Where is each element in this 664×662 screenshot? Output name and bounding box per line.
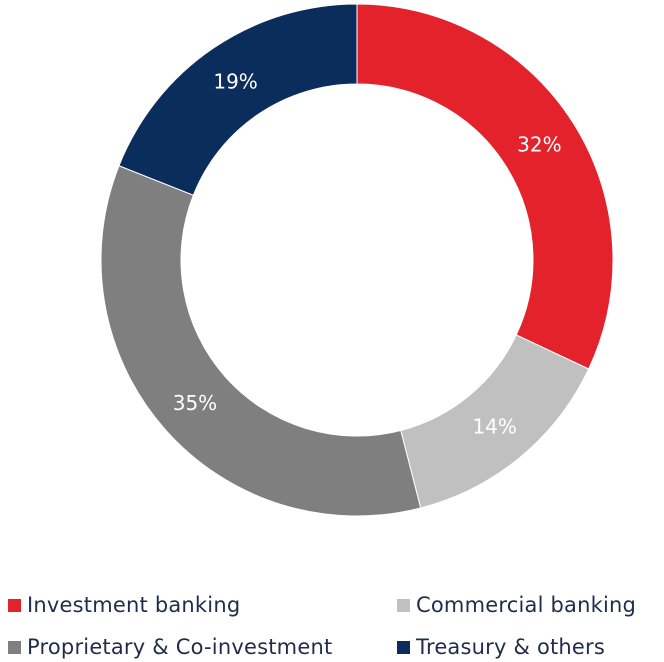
slice-label-commercial-banking: 14% — [472, 414, 516, 438]
donut-slice-treasury-others — [118, 3, 358, 196]
legend-item-investment-banking: Investment banking — [8, 590, 240, 620]
donut-chart: 32% 14% 35% 19% — [100, 3, 614, 517]
slice-label-treasury-others: 19% — [213, 69, 257, 93]
legend-label-proprietary-co-investment: Proprietary & Co-investment — [27, 635, 333, 659]
legend-item-treasury-others: Treasury & others — [397, 632, 605, 662]
chart-legend: Investment banking Commercial banking Pr… — [0, 588, 664, 662]
slice-label-investment-banking: 32% — [517, 132, 561, 156]
donut-slices — [100, 3, 614, 517]
donut-slice-labels: 32% 14% 35% 19% — [173, 69, 562, 438]
donut-slice-proprietary-co-investment — [100, 165, 422, 517]
slice-label-proprietary-co-investment: 35% — [173, 391, 217, 415]
legend-item-proprietary-co-investment: Proprietary & Co-investment — [8, 632, 332, 662]
donut-chart-svg: 32% 14% 35% 19% — [100, 3, 614, 517]
legend-label-commercial-banking: Commercial banking — [416, 593, 637, 617]
legend-swatch-proprietary-co-investment — [8, 640, 21, 654]
legend-item-commercial-banking: Commercial banking — [397, 590, 636, 620]
legend-swatch-investment-banking — [8, 598, 21, 612]
legend-swatch-treasury-others — [397, 640, 410, 654]
donut-slice-investment-banking — [356, 3, 614, 370]
legend-label-investment-banking: Investment banking — [27, 593, 241, 617]
legend-swatch-commercial-banking — [397, 598, 410, 612]
legend-label-treasury-others: Treasury & others — [416, 635, 606, 659]
